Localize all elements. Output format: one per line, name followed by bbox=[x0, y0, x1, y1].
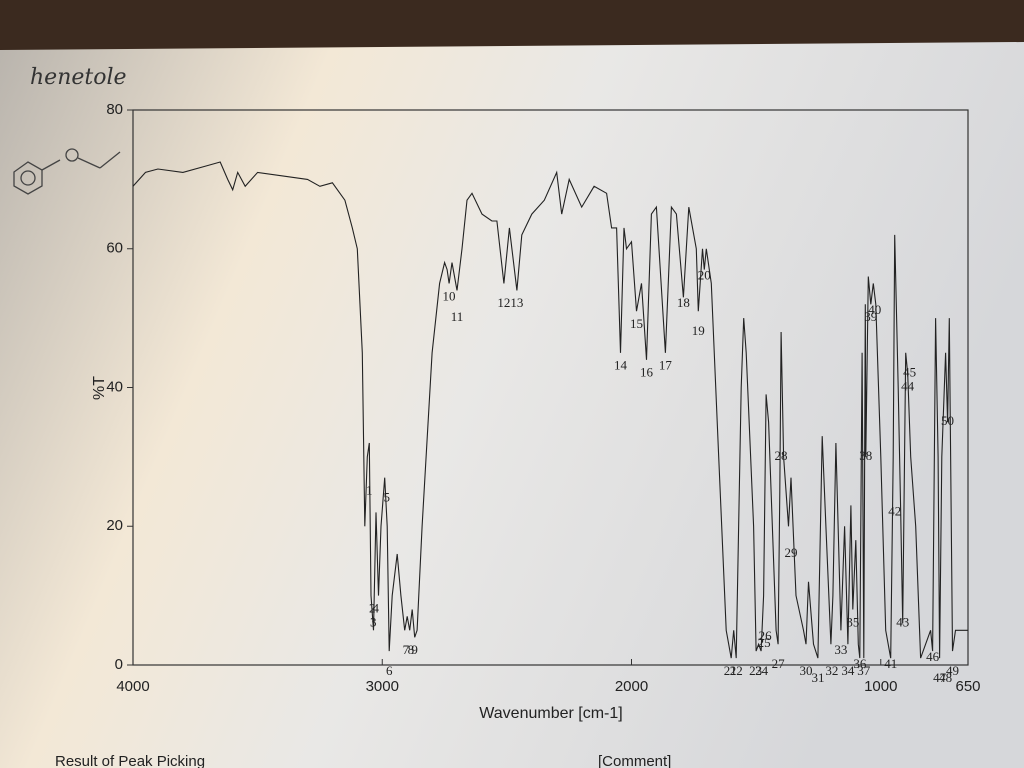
table-wood bbox=[0, 0, 1024, 50]
peak-label: 38 bbox=[859, 448, 872, 463]
spectrum-line bbox=[132, 161, 968, 659]
y-tick-label: 80 bbox=[106, 101, 123, 118]
y-tick-label: 40 bbox=[106, 378, 123, 395]
x-tick-label: 3000 bbox=[366, 678, 399, 695]
peak-label: 33 bbox=[834, 642, 847, 657]
peak-label: 34 bbox=[841, 663, 855, 678]
peak-label: 26 bbox=[759, 628, 773, 643]
peak-label: 30 bbox=[799, 663, 812, 678]
peak-label: 39 bbox=[864, 309, 877, 324]
peak-label: 45 bbox=[903, 365, 916, 380]
peak-label: 12 bbox=[497, 295, 510, 310]
peak-label: 49 bbox=[946, 663, 959, 678]
footer-right: [Comment] bbox=[598, 753, 671, 768]
peak-label: 9 bbox=[411, 642, 418, 657]
peak-label: 42 bbox=[888, 503, 901, 518]
y-tick-label: 60 bbox=[106, 240, 123, 257]
footer-left: Result of Peak Picking bbox=[55, 753, 205, 768]
peak-label: 18 bbox=[677, 295, 690, 310]
peak-label: 20 bbox=[698, 267, 711, 282]
y-axis-label: %T bbox=[91, 376, 108, 400]
peak-label: 23 bbox=[749, 663, 762, 678]
peak-label: 47 bbox=[933, 670, 947, 685]
x-axis-label: Wavenumber [cm-1] bbox=[479, 705, 622, 722]
peak-label: 21 bbox=[724, 663, 737, 678]
peak-label: 41 bbox=[884, 656, 897, 671]
peak-label: 27 bbox=[772, 656, 786, 671]
peak-label: 35 bbox=[846, 614, 859, 629]
peak-label: 46 bbox=[926, 649, 940, 664]
x-tick-label: 1000 bbox=[864, 678, 897, 695]
handwritten-name: henetole bbox=[30, 65, 127, 90]
peak-label: 29 bbox=[785, 545, 798, 560]
peak-label: 40 bbox=[868, 302, 881, 317]
peak-label: 31 bbox=[811, 670, 824, 685]
peak-label: 48 bbox=[939, 670, 952, 685]
peak-label: 7 bbox=[403, 642, 410, 657]
peak-label: 19 bbox=[692, 323, 705, 338]
peak-label: 4 bbox=[373, 600, 380, 615]
peak-label: 44 bbox=[901, 378, 915, 393]
peak-label: 50 bbox=[941, 413, 954, 428]
peak-label: 3 bbox=[370, 614, 377, 629]
peak-label: 25 bbox=[758, 635, 771, 650]
peak-label: 32 bbox=[825, 663, 838, 678]
peak-label: 15 bbox=[630, 316, 643, 331]
peak-label: 28 bbox=[775, 448, 788, 463]
peak-label: 5 bbox=[383, 489, 390, 504]
x-tick-label: 4000 bbox=[116, 678, 149, 695]
peak-label: 43 bbox=[896, 614, 909, 629]
peak-label: 6 bbox=[386, 663, 393, 678]
molecule-sketch bbox=[13, 148, 121, 195]
x-tick-label: 2000 bbox=[615, 678, 648, 695]
x-tick-label: 650 bbox=[955, 678, 980, 695]
peak-label: 8 bbox=[408, 642, 415, 657]
peak-label: 1 bbox=[366, 483, 373, 498]
peak-label: 16 bbox=[640, 365, 654, 380]
peak-label: 14 bbox=[614, 358, 628, 373]
peak-label: 2 bbox=[369, 600, 376, 615]
peak-label: 24 bbox=[755, 663, 769, 678]
peak-label: 10 bbox=[443, 288, 456, 303]
y-tick-label: 20 bbox=[106, 517, 123, 534]
paper bbox=[0, 42, 1024, 768]
peak-label: 22 bbox=[730, 663, 743, 678]
peak-label: 37 bbox=[857, 663, 871, 678]
peak-label: 13 bbox=[510, 295, 523, 310]
peak-label: 17 bbox=[659, 358, 673, 373]
peak-label: 36 bbox=[853, 656, 867, 671]
y-tick-label: 0 bbox=[115, 656, 123, 673]
peak-label: 11 bbox=[451, 309, 464, 324]
